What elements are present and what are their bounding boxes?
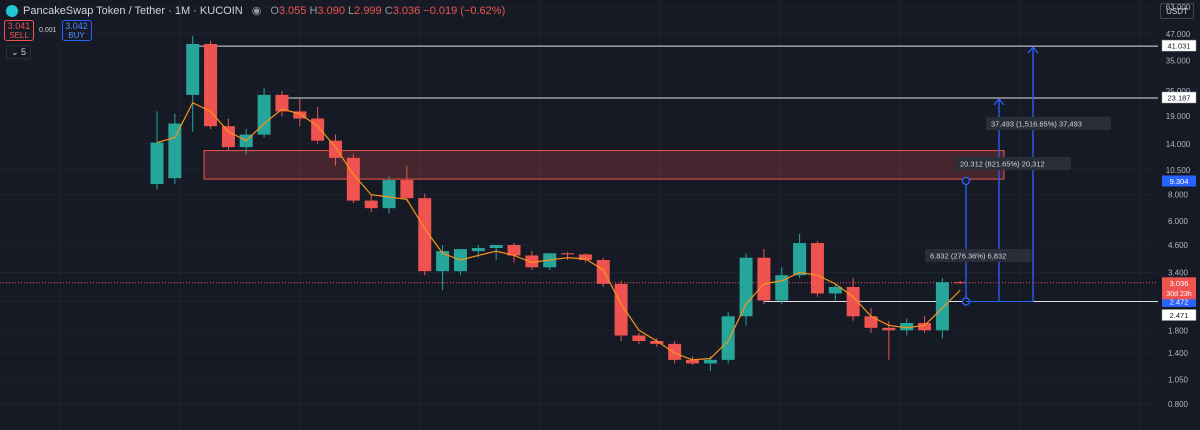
measure-label: 6.832 (276.36%) 6,832 <box>930 252 1006 261</box>
price-tick-label: 19.000 <box>1166 112 1191 121</box>
measure-label-bg <box>955 157 1071 170</box>
candle-body <box>311 118 325 141</box>
candle-body <box>864 316 878 328</box>
level-axis-tag <box>1161 39 1197 52</box>
candle-body <box>953 282 967 284</box>
measure-label: 20.312 (821.65%) 20,312 <box>960 160 1045 169</box>
measure-arrowhead <box>1027 46 1039 54</box>
buy-button[interactable]: 3.042 BUY <box>61 20 92 41</box>
price-axis-tag <box>1162 277 1196 300</box>
price-tick-label: 1.050 <box>1168 375 1189 384</box>
candle-body <box>204 43 218 127</box>
candle-body <box>578 254 592 261</box>
level-axis-label: 23.187 <box>1168 93 1191 102</box>
candle-body <box>436 251 450 272</box>
candle-body <box>489 245 503 249</box>
price-tick-label: 25.000 <box>1166 87 1191 96</box>
price-tick-label: 35.000 <box>1166 57 1191 66</box>
price-tick-label: 6.000 <box>1168 217 1189 226</box>
measure-label-bg <box>925 249 1032 262</box>
price-tick-label: 0.800 <box>1168 400 1189 409</box>
candle-body <box>293 111 307 119</box>
candle-body <box>418 198 432 272</box>
candle-body <box>810 243 824 294</box>
supply-zone <box>203 150 1005 180</box>
candle-body <box>686 359 699 364</box>
level-axis-label: 2.471 <box>1170 311 1189 320</box>
countdown-label: 30d 23h <box>1166 291 1191 298</box>
candle-body <box>507 245 521 256</box>
price-axis-tag <box>1162 175 1196 187</box>
price-axis-label: 2.472 <box>1170 297 1189 306</box>
candle-body <box>150 142 164 185</box>
candle-body <box>650 340 664 344</box>
measure-label-bg <box>986 117 1111 130</box>
measure-arrowhead <box>993 97 1005 106</box>
indicators-toggle[interactable]: ⌄ 5 <box>6 45 32 59</box>
price-axis-label: 3.036 <box>1170 279 1189 288</box>
candle-body <box>668 343 682 360</box>
candle-body <box>614 283 628 336</box>
price-tick-label: 63.000 <box>1166 3 1191 12</box>
candle-body <box>918 323 932 331</box>
candle-body <box>757 257 771 301</box>
eye-icon[interactable]: ◉ <box>251 5 262 17</box>
candle-body <box>257 94 271 135</box>
price-tick-label: 1.400 <box>1168 349 1189 358</box>
candle-body <box>596 260 610 284</box>
candle-body <box>221 126 235 148</box>
price-tick-label: 8.000 <box>1168 191 1189 200</box>
change-value: −0.019 (−0.62%) <box>423 4 506 17</box>
candle-body <box>471 248 485 252</box>
ohlc-readout: O3.055 H3.090 L2.999 C3.036 −0.019 (−0.6… <box>270 4 506 17</box>
candle-body <box>935 282 949 331</box>
symbol-title[interactable]: PancakeSwap Token / Tether · 1M · KUCOIN <box>23 4 243 17</box>
price-tick-label: 4.600 <box>1168 241 1189 250</box>
candle-body <box>882 327 896 331</box>
level-axis-label: 41.031 <box>1168 42 1191 51</box>
candle-body <box>828 286 842 294</box>
spread-value: 0.001 <box>39 27 57 34</box>
candle-body <box>525 255 539 268</box>
currency-selector[interactable]: USDT <box>1160 3 1194 19</box>
level-axis-tag <box>1161 309 1197 321</box>
candle-body <box>382 180 396 209</box>
trade-panel: 3.041 SELL 0.001 3.042 BUY <box>4 20 92 41</box>
measure-label: 37.493 (1,516.65%) 37,493 <box>991 120 1082 129</box>
candle-body <box>900 323 914 331</box>
pancakeswap-logo-icon <box>6 4 18 17</box>
candle-body <box>632 335 646 341</box>
candle-body <box>400 180 414 199</box>
price-tick-label: 10.500 <box>1166 166 1191 175</box>
price-tick-label: 1.800 <box>1168 326 1189 335</box>
candle-body <box>739 257 753 317</box>
candle-body <box>329 140 342 158</box>
moving-average-line <box>156 101 961 361</box>
price-tick-label: 3.400 <box>1168 268 1189 277</box>
price-axis-tag <box>1162 295 1196 307</box>
candle-body <box>703 359 717 364</box>
price-axis-label: 9.304 <box>1170 177 1189 186</box>
sell-button[interactable]: 3.041 SELL <box>4 20 34 41</box>
level-axis-tag <box>1161 91 1197 104</box>
symbol-header: PancakeSwap Token / Tether · 1M · KUCOIN… <box>6 4 505 17</box>
price-tick-label: 47.000 <box>1166 30 1191 39</box>
candle-body <box>275 94 289 112</box>
candle-body <box>561 253 575 255</box>
candle-body <box>186 43 200 95</box>
candle-body <box>793 243 807 276</box>
candle-body <box>364 200 378 209</box>
measure-handle <box>961 176 971 186</box>
candle-body <box>721 316 735 360</box>
price-tick-label: 14.000 <box>1166 140 1191 149</box>
candle-body <box>168 123 182 179</box>
